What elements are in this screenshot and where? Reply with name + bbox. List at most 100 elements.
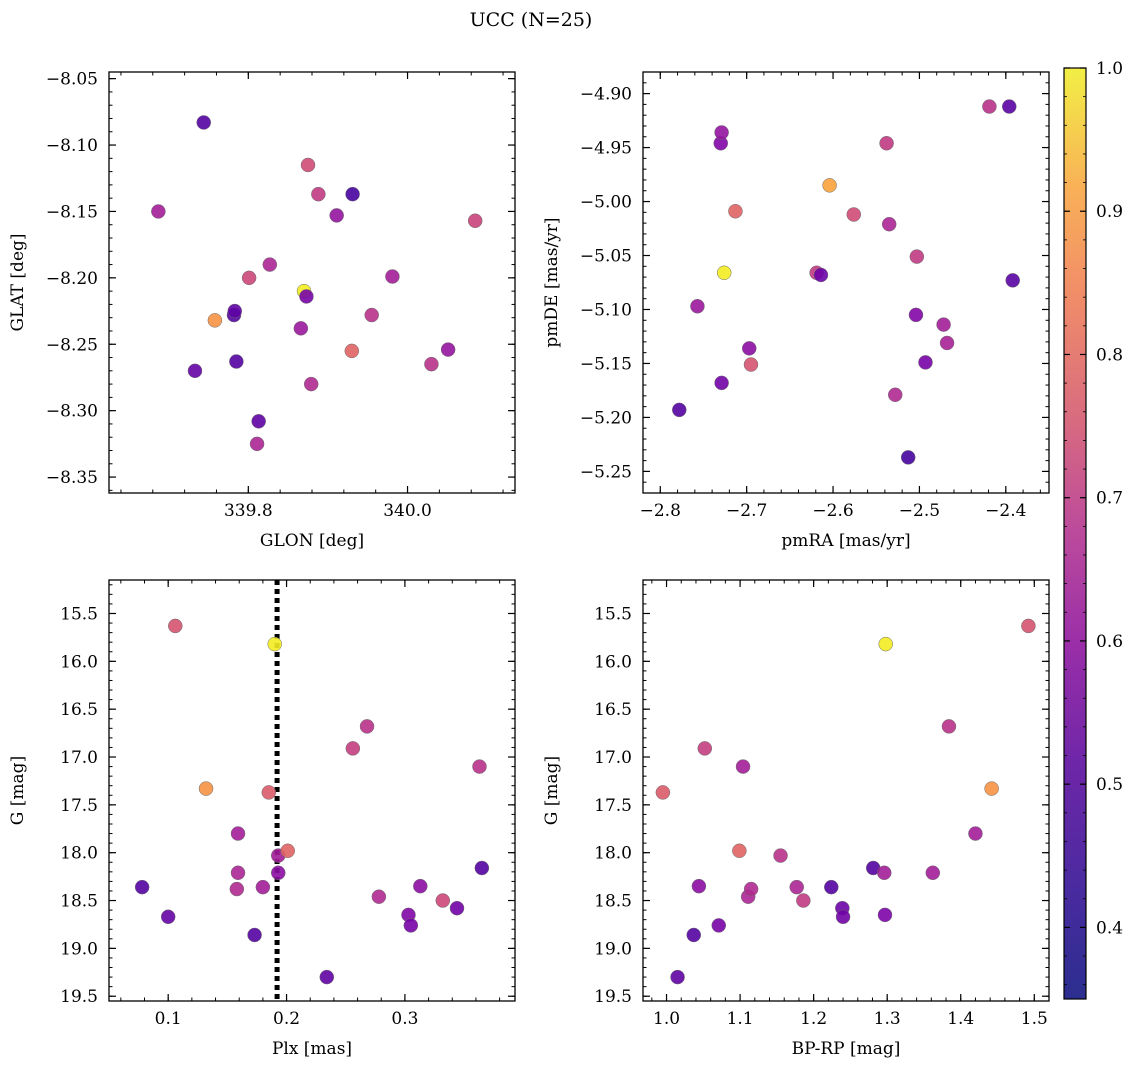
scatter-point bbox=[925, 865, 941, 881]
scatter-point bbox=[939, 335, 955, 351]
scatter-point bbox=[134, 879, 150, 895]
x-axis-label: BP-RP [mag] bbox=[792, 1039, 901, 1059]
scatter-point bbox=[267, 636, 282, 652]
y-axis-label: GLAT [deg] bbox=[8, 233, 28, 331]
scatter-point bbox=[941, 719, 957, 734]
scatter-point bbox=[968, 826, 983, 841]
scatter-point bbox=[229, 354, 244, 369]
x-tick-label: 339.8 bbox=[224, 501, 273, 521]
scatter-point bbox=[247, 927, 262, 943]
scatter-point bbox=[424, 356, 439, 372]
scatter-point bbox=[385, 269, 400, 284]
scatter-point bbox=[271, 865, 286, 881]
scatter-point bbox=[280, 843, 295, 859]
y-tick-label: −5.15 bbox=[580, 354, 632, 374]
y-tick-label: 19.5 bbox=[594, 987, 632, 1007]
scatter-point bbox=[716, 265, 732, 281]
x-tick-label: −2.6 bbox=[812, 501, 853, 521]
y-tick-label: −5.00 bbox=[580, 193, 632, 213]
y-tick-label: −5.25 bbox=[580, 462, 632, 482]
x-tick-label: 0.3 bbox=[391, 1009, 418, 1029]
scatter-point bbox=[472, 759, 487, 774]
scatter-point bbox=[344, 343, 360, 359]
scatter-point bbox=[311, 186, 326, 202]
scatter-point bbox=[303, 376, 319, 392]
scatter-point bbox=[982, 99, 997, 114]
x-tick-label: −2.5 bbox=[899, 501, 940, 521]
scatter-point bbox=[984, 781, 999, 796]
y-tick-label: 17.0 bbox=[594, 748, 632, 768]
scatter-point bbox=[887, 387, 903, 403]
scatter-point bbox=[909, 249, 925, 264]
scatter-point bbox=[728, 204, 743, 219]
scatter-point bbox=[403, 918, 419, 933]
panel-pmra-pmde: −2.8 −2.7 −2.6 −2.5 −2.4 −5.25 −5.20 −5.15 −5.10… bbox=[542, 71, 1050, 551]
y-tick-label: −5.20 bbox=[580, 408, 632, 428]
scatter-point bbox=[241, 270, 257, 286]
scatter-point bbox=[900, 450, 916, 465]
y-tick-label: −4.90 bbox=[580, 85, 632, 105]
colorbar-tick-label: 0.4 bbox=[1096, 918, 1123, 938]
y-tick-label: 18.5 bbox=[594, 892, 632, 912]
panel-bprp-g: 1.0 1.1 1.2 1.3 1.4 1.5 15.5 16.0 16.5 17.0 17.5 18… bbox=[542, 579, 1050, 1059]
scatter-point bbox=[743, 881, 759, 897]
scatter-point bbox=[319, 969, 335, 985]
scatter-point bbox=[435, 893, 451, 908]
scatter-point bbox=[230, 826, 246, 841]
scatter-point bbox=[655, 785, 671, 800]
scatter-point bbox=[918, 355, 933, 370]
y-tick-label: −8.10 bbox=[46, 136, 98, 156]
scatter-point bbox=[293, 321, 309, 336]
scatter-point bbox=[449, 900, 465, 916]
y-tick-label: −8.35 bbox=[46, 468, 98, 488]
scatter-point bbox=[789, 879, 804, 895]
scatter-point bbox=[345, 741, 361, 756]
plot-frame bbox=[642, 71, 1050, 494]
scatter-point bbox=[690, 298, 705, 314]
scatter-point bbox=[742, 341, 757, 356]
x-tick-label: 0.1 bbox=[155, 1009, 182, 1029]
y-tick-label: 19.0 bbox=[594, 939, 632, 959]
plot-frame bbox=[108, 579, 516, 1002]
scatter-point bbox=[732, 843, 747, 859]
y-tick-label: 15.5 bbox=[594, 604, 632, 624]
colorbar-gradient bbox=[1063, 67, 1087, 1000]
scatter-point bbox=[743, 357, 759, 372]
plot-frame bbox=[642, 579, 1050, 1002]
scatter-point bbox=[813, 267, 829, 283]
scatter-point bbox=[230, 865, 246, 881]
colorbar-tick-label: 0.9 bbox=[1096, 202, 1123, 222]
scatter-point bbox=[168, 618, 183, 634]
x-tick-label: 1.2 bbox=[800, 1009, 827, 1029]
x-tick-label: −2.7 bbox=[726, 501, 767, 521]
scatter-point bbox=[261, 785, 277, 800]
y-axis-label: pmDE [mas/yr] bbox=[542, 217, 562, 347]
figure-title: UCC (N=25) bbox=[470, 9, 593, 31]
y-tick-label: 19.5 bbox=[60, 987, 98, 1007]
y-tick-label: −8.15 bbox=[46, 202, 98, 222]
scatter-point bbox=[876, 865, 892, 881]
y-tick-label: 16.5 bbox=[594, 700, 632, 720]
colorbar: 0.4 0.5 0.6 0.7 0.8 0.9 1.0 bbox=[1063, 59, 1123, 1000]
y-tick-label: 19.0 bbox=[60, 939, 98, 959]
x-tick-label: 1.1 bbox=[727, 1009, 754, 1029]
y-tick-label: −5.05 bbox=[580, 247, 632, 267]
scatter-point bbox=[440, 342, 456, 357]
scatter-point bbox=[187, 363, 203, 379]
y-tick-label: −5.10 bbox=[580, 300, 632, 320]
y-tick-label: 15.5 bbox=[60, 604, 98, 624]
scatter-point bbox=[300, 157, 316, 173]
scatter-point bbox=[691, 878, 707, 894]
scatter-point bbox=[151, 204, 166, 219]
scatter-point bbox=[364, 307, 379, 323]
panel-glon-glat: 339.8 340.0 −8.35 −8.30 −8.25 −8.20 −8.15 −8.10… bbox=[8, 70, 516, 551]
scatter-point bbox=[936, 317, 951, 332]
scatter-point bbox=[262, 257, 278, 272]
y-tick-label: 17.0 bbox=[60, 748, 98, 768]
scatter-point bbox=[835, 909, 851, 925]
scatter-point bbox=[255, 879, 271, 895]
scatter-point bbox=[329, 208, 344, 223]
x-tick-label: 1.3 bbox=[874, 1009, 901, 1029]
scatter-point bbox=[413, 878, 428, 894]
